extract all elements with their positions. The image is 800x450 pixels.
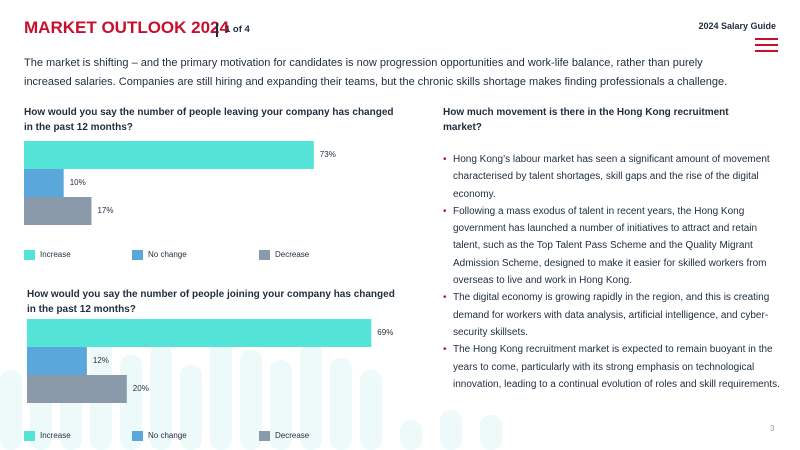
page-indicator: 1 of 4 [216,23,250,37]
legend-label: Increase [40,250,71,259]
value-label: 12% [93,356,109,365]
bar [24,141,314,169]
bullet: Hong Kong’s labour market has seen a sig… [443,151,783,203]
bar [24,169,64,197]
legend-swatch [132,431,143,441]
bar [27,347,87,375]
chart-title: How would you say the number of people l… [24,107,394,133]
value-label: 17% [97,206,113,215]
chart-title: How would you say the number of people j… [27,289,395,315]
bullet-list: Hong Kong’s labour market has seen a sig… [443,151,783,393]
intro-text: The market is shifting – and the primary… [24,57,728,88]
value-label: 73% [320,150,336,159]
legend-swatch [24,250,35,260]
legend-label: No change [148,431,187,440]
legend-swatch [259,431,270,441]
sidebar-title: How much movement is there in the Hong K… [443,107,729,133]
bar [27,375,127,403]
bullet: Following a mass exodus of talent in rec… [443,203,783,289]
menu-icon[interactable] [755,38,778,52]
legend-swatch [259,250,270,260]
legend-label: Increase [40,431,71,440]
legend-swatch [24,431,35,441]
legend-swatch [132,250,143,260]
bullet: The Hong Kong recruitment market is expe… [443,341,783,393]
legend-label: No change [148,250,187,259]
value-label: 10% [70,178,86,187]
bullet: The digital economy is growing rapidly i… [443,289,783,341]
legend-label: Decrease [275,431,310,440]
page-number: 3 [770,424,775,433]
legend-label: Decrease [275,250,310,259]
bar [24,197,92,225]
value-label: 20% [133,384,149,393]
bar [27,319,372,347]
page-title: MARKET OUTLOOK 2024 [24,18,229,37]
guide-label: 2024 Salary Guide [698,21,776,31]
value-label: 69% [377,328,393,337]
